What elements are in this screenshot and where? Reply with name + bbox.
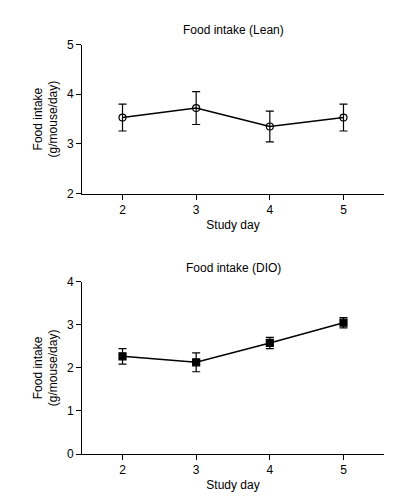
svg-text:3: 3 [193,463,200,477]
svg-text:5: 5 [67,38,74,52]
svg-text:Food intake (Lean): Food intake (Lean) [183,23,284,37]
svg-text:3: 3 [193,203,200,217]
svg-text:Study day: Study day [206,478,259,492]
svg-text:5: 5 [340,203,347,217]
svg-text:5: 5 [340,463,347,477]
svg-text:Food intake (DIO): Food intake (DIO) [186,261,281,275]
svg-text:3: 3 [67,318,74,332]
svg-text:3: 3 [67,137,74,151]
svg-text:2: 2 [119,203,126,217]
svg-text:Food intake(g/mouse/day): Food intake(g/mouse/day) [31,330,61,407]
svg-text:2: 2 [67,187,74,201]
svg-text:2: 2 [67,361,74,375]
svg-text:Food intake(g/mouse/day): Food intake(g/mouse/day) [31,81,61,158]
svg-text:4: 4 [67,275,74,289]
svg-text:4: 4 [266,463,273,477]
svg-text:Study day: Study day [206,218,259,232]
svg-text:1: 1 [67,404,74,418]
svg-text:2: 2 [119,463,126,477]
svg-text:4: 4 [67,87,74,101]
svg-text:4: 4 [266,203,273,217]
svg-text:0: 0 [67,447,74,461]
